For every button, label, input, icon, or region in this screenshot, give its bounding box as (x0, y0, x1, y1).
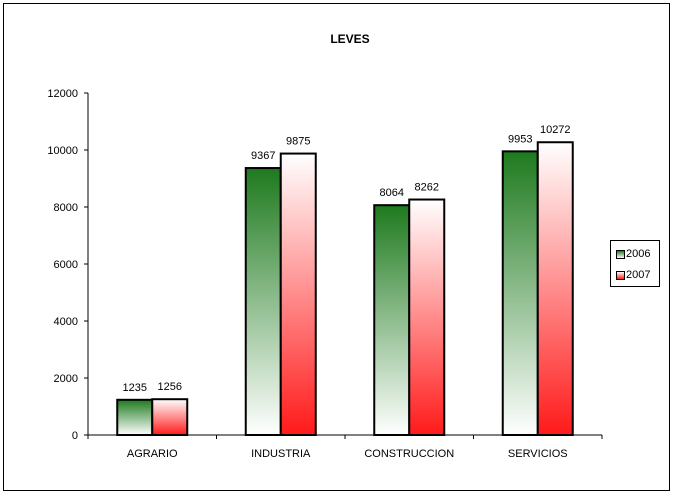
data-label-2007-construccion: 8262 (415, 182, 439, 194)
legend-label-2006: 2006 (626, 248, 651, 260)
data-label-2006-industria: 9367 (251, 150, 275, 162)
y-tick-label: 12000 (47, 88, 78, 100)
bar-2007-construccion (408, 198, 446, 436)
x-tick-label: AGRARIO (127, 448, 178, 460)
y-tick-label: 2000 (54, 373, 78, 385)
bar-2007-servicios (536, 141, 574, 437)
data-label-2006-agrario: 1235 (123, 382, 147, 394)
legend-swatch-2006 (616, 249, 625, 259)
data-label-2007-industria: 9875 (286, 136, 310, 148)
x-tick-label: SERVICIOS (508, 448, 568, 460)
y-tick-label: 10000 (47, 145, 78, 157)
legend-item-2006: 2006 (616, 247, 650, 261)
data-labels-group: 1235 1256 9367 9875 8064 8262 9953 10272 (123, 124, 571, 394)
x-tick-label: CONSTRUCCION (364, 448, 454, 460)
bar-2007-industria (279, 152, 317, 436)
chart-title: LEVES (330, 32, 369, 46)
legend-item-2007: 2007 (616, 268, 650, 282)
x-axis: AGRARIO INDUSTRIA CONSTRUCCION SERVICIOS (87, 434, 603, 460)
bar-2007-agrario (151, 398, 189, 437)
bar-2006-construccion (373, 204, 411, 436)
x-tick-label: INDUSTRIA (251, 448, 311, 460)
data-label-2006-construccion: 8064 (380, 187, 404, 199)
legend-label-2007: 2007 (626, 269, 651, 281)
bar-2006-agrario (116, 398, 154, 436)
y-axis: 0 2000 4000 6000 8000 10000 12000 (47, 88, 89, 442)
y-tick-label: 4000 (54, 316, 78, 328)
data-label-2007-agrario: 1256 (158, 381, 182, 393)
legend-swatch-2007 (616, 270, 625, 280)
y-tick-label: 0 (72, 430, 78, 442)
data-label-2007-servicios: 10272 (540, 124, 571, 136)
y-tick-label: 6000 (54, 259, 78, 271)
y-tick-label: 8000 (54, 202, 78, 214)
bar-2006-industria (244, 167, 282, 436)
data-label-2006-servicios: 9953 (508, 133, 532, 145)
bar-2006-servicios (501, 150, 539, 436)
bars-group (116, 141, 574, 437)
chart-legend: 2006 2007 (610, 240, 660, 287)
